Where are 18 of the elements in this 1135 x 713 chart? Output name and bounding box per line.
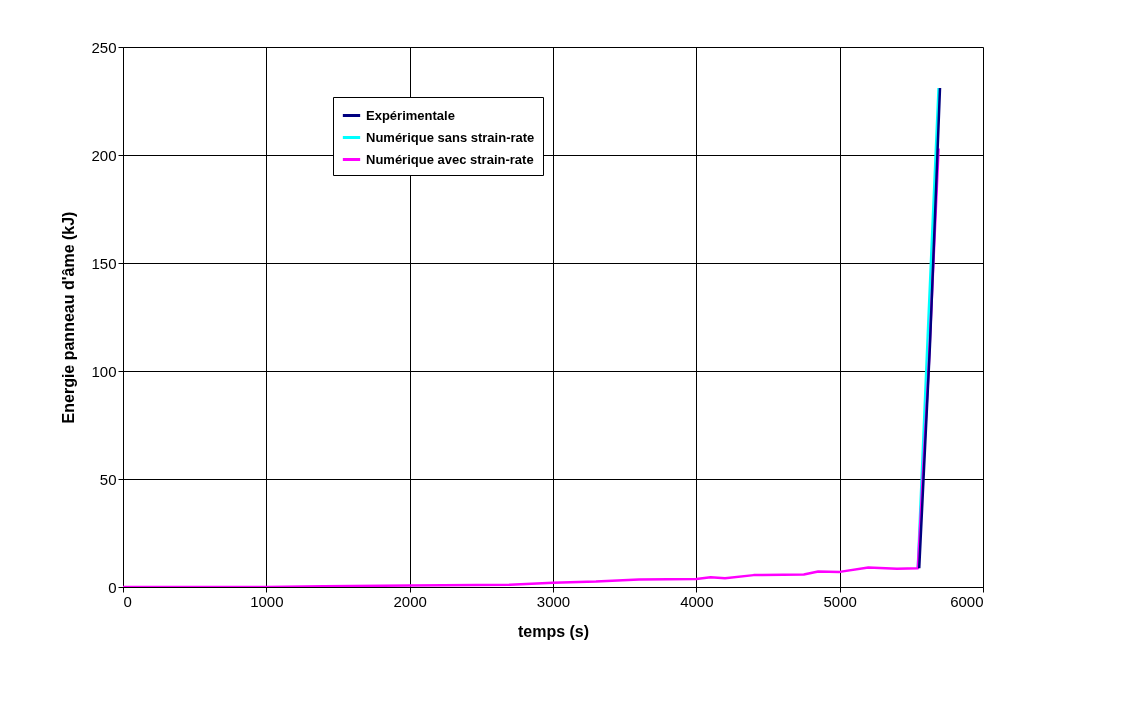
y-tick-label: 0 <box>108 578 117 596</box>
legend-label: Numérique sans strain-rate <box>366 129 535 145</box>
x-tick-label: 5000 <box>823 592 857 610</box>
y-tick-label: 150 <box>91 254 117 272</box>
legend-label: Expérimentale <box>366 107 455 123</box>
x-axis-title: temps (s) <box>517 622 590 640</box>
x-tick-label: 1000 <box>250 592 284 610</box>
y-tick-label: 100 <box>91 362 117 380</box>
y-tick-label: 250 <box>91 38 117 56</box>
x-tick-label: 2000 <box>393 592 427 610</box>
x-tick-label: 4000 <box>680 592 714 610</box>
x-tick-label: 0 <box>123 592 132 610</box>
legend-label: Numérique avec strain-rate <box>366 151 534 167</box>
y-axis-title: Energie panneau d'âme (kJ) <box>60 211 78 424</box>
y-tick-label: 200 <box>91 146 117 164</box>
x-tick-label: 3000 <box>536 592 571 610</box>
x-tick-label: 6000 <box>950 592 984 610</box>
y-tick-label: 50 <box>99 470 117 488</box>
